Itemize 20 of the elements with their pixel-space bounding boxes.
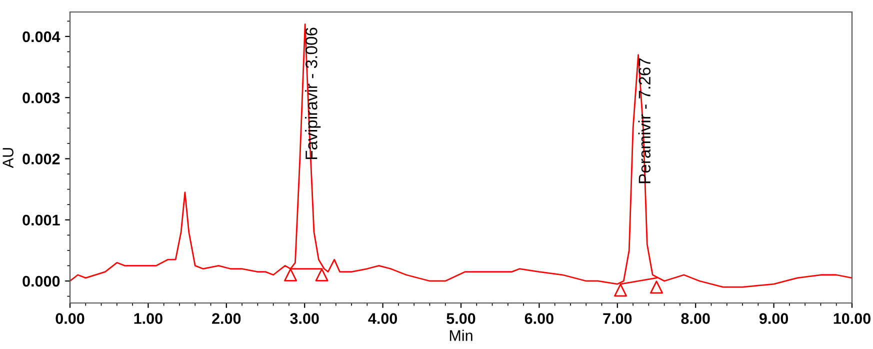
x-tick-label: 10.00 <box>834 313 870 324</box>
x-tick-label: 5.00 <box>446 313 476 324</box>
x-tick-label: 1.00 <box>134 313 162 324</box>
x-tick-label: 0.00 <box>56 313 84 324</box>
x-tick-label: 3.00 <box>290 313 319 324</box>
y-tick-label: 0.003 <box>22 92 60 104</box>
x-tick-label: 7.00 <box>603 313 632 324</box>
x-tick-label: 9.00 <box>759 313 788 324</box>
y-tick-label: 0.004 <box>22 31 60 42</box>
x-axis-title: Min <box>450 330 472 341</box>
y-tick-label: 0.002 <box>22 154 60 164</box>
annotation: Favipiravir - 3.006 <box>305 28 321 160</box>
x-tick-label: 6.00 <box>524 313 554 324</box>
y-axis-title: AU <box>2 148 14 168</box>
x-tick-label: 2.00 <box>212 313 241 324</box>
y-tick-label: 0.000 <box>22 276 60 287</box>
x-tick-label: 4.00 <box>368 313 398 324</box>
y-tick-label: 0.001 <box>22 214 60 226</box>
x-tick-label: 8.00 <box>681 313 710 324</box>
annotation: Peramivir - 7.267 <box>638 58 651 184</box>
